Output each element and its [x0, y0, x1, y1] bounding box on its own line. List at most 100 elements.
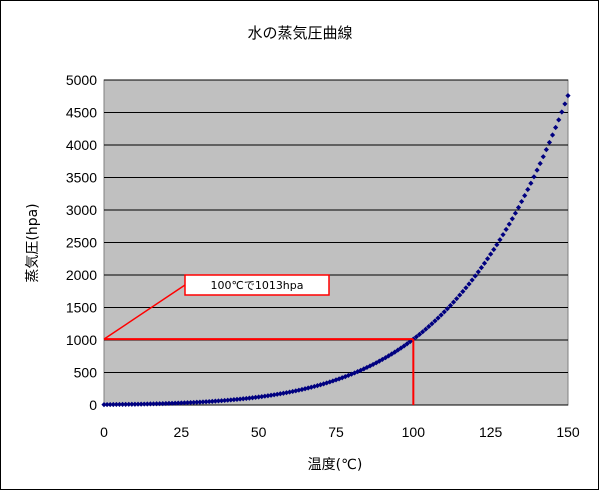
data-point: [432, 318, 438, 324]
data-point: [153, 401, 160, 407]
data-point: [543, 147, 549, 153]
data-point: [426, 323, 432, 330]
data-point: [463, 285, 469, 291]
data-point: [181, 400, 188, 406]
data-point: [336, 376, 342, 382]
data-point: [188, 399, 194, 406]
y-tick-labels: 0 500 1000 1500 2000 2500 3000 3500 4000 4500 5000: [66, 72, 97, 413]
data-point: [345, 372, 351, 379]
data-point: [169, 400, 175, 406]
data-point: [234, 396, 240, 402]
data-point: [438, 312, 444, 318]
data-point: [215, 398, 222, 404]
data-point: [330, 378, 336, 384]
data-point: [358, 367, 364, 373]
y-axis-label: 蒸気圧(hpa): [25, 203, 41, 282]
data-point: [472, 273, 478, 279]
data-point: [321, 381, 327, 387]
data-point: [240, 396, 246, 402]
data-point: [194, 399, 200, 405]
data-point: [404, 341, 410, 347]
data-point: [392, 349, 398, 355]
data-point: [503, 226, 509, 233]
data-point: [528, 180, 534, 186]
data-point: [160, 400, 166, 407]
data-point: [435, 315, 441, 321]
data-point: [395, 347, 401, 353]
data-point: [175, 400, 181, 406]
data-point: [110, 401, 116, 408]
data-point: [416, 331, 423, 337]
data-point: [209, 398, 215, 404]
data-point: [144, 401, 150, 407]
data-point: [525, 186, 531, 193]
data-point: [126, 401, 132, 407]
annotation-leader-line: [103, 284, 186, 340]
data-point: [562, 101, 568, 107]
data-point: [225, 397, 231, 403]
data-point: [494, 242, 500, 248]
data-point: [262, 393, 268, 399]
x-axis-label: 温度(℃): [308, 457, 363, 473]
x-tick-label: 50: [251, 424, 267, 440]
data-point: [565, 93, 571, 99]
data-point: [283, 390, 290, 396]
data-point: [191, 399, 197, 406]
data-point: [447, 302, 454, 309]
annotation-box: [184, 274, 330, 296]
data-point: [556, 117, 562, 123]
data-point: [172, 400, 178, 406]
data-point: [249, 395, 256, 401]
data-point: [540, 154, 546, 160]
data-point: [206, 398, 212, 405]
data-point: [441, 309, 447, 315]
data-point: [252, 394, 259, 400]
data-point: [429, 321, 435, 327]
data-point: [222, 397, 228, 404]
data-point: [119, 401, 126, 407]
x-tick-label: 75: [328, 424, 344, 440]
data-point: [147, 401, 153, 407]
y-tick-label: 4500: [66, 105, 97, 121]
data-point: [116, 401, 123, 408]
y-tick-label: 500: [74, 365, 98, 381]
data-point: [200, 399, 206, 405]
data-point: [265, 393, 271, 399]
data-point: [407, 338, 413, 345]
annotation-lines: [103, 284, 415, 405]
annotation-callout: 100℃で1013hpa: [184, 274, 330, 296]
data-point: [522, 193, 528, 199]
data-point: [559, 109, 565, 115]
data-point: [484, 256, 491, 262]
data-point: [184, 400, 191, 406]
data-point: [534, 167, 540, 173]
x-tick-label: 150: [556, 424, 580, 440]
data-point: [491, 246, 497, 253]
data-point: [197, 399, 203, 405]
y-tick-label: 3500: [66, 170, 97, 186]
data-point: [457, 292, 463, 298]
data-point: [382, 355, 389, 361]
data-point: [497, 237, 503, 243]
data-point: [271, 392, 277, 398]
y-tick-label: 4000: [66, 137, 97, 153]
data-point: [243, 395, 249, 402]
data-point: [481, 260, 488, 266]
y-tick-label: 3000: [66, 202, 97, 218]
data-point: [150, 401, 157, 407]
data-point: [104, 401, 110, 408]
data-point: [203, 399, 209, 405]
data-point: [166, 400, 172, 407]
x-tick-label: 0: [100, 424, 108, 440]
data-point: [231, 397, 237, 403]
data-point: [141, 401, 147, 407]
data-point: [519, 198, 525, 205]
x-tick-labels: 0 25 50 75 100 125 150: [100, 424, 580, 440]
data-point: [475, 269, 481, 275]
data-point: [549, 132, 556, 138]
data-point: [113, 401, 119, 408]
data-point: [237, 396, 243, 402]
data-point: [488, 251, 494, 257]
